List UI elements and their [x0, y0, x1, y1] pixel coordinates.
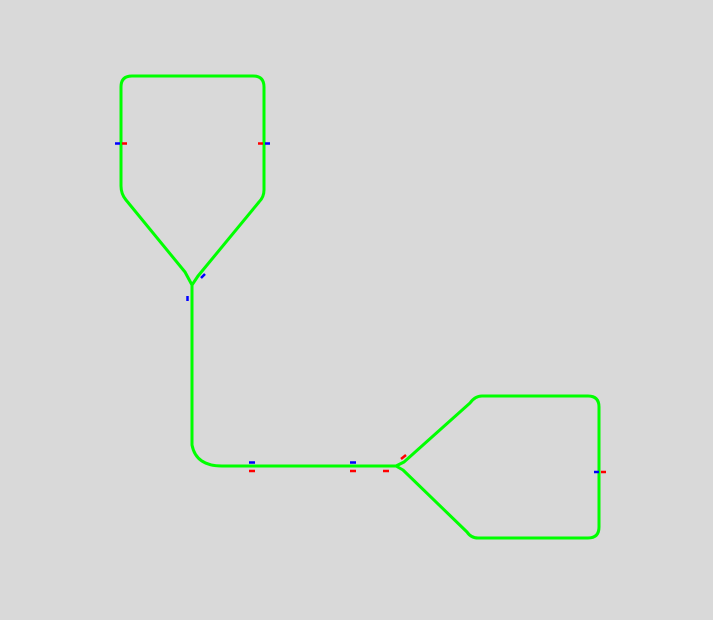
connector-track: [190, 283, 398, 468]
sensor-marker-bottom-left: [249, 461, 255, 473]
sensor-marker-lower-junction: [383, 454, 407, 473]
upper-loop-track: [119, 74, 266, 287]
sensor-marker-upper-junction: [186, 273, 206, 301]
sensor-marker-bottom-middle: [350, 461, 356, 473]
lower-loop-track: [394, 394, 601, 540]
